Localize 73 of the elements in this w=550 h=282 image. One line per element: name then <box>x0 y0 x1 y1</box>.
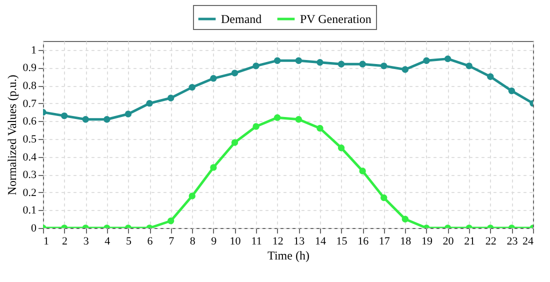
x-tick-label: 15 <box>336 236 348 248</box>
x-tick-label: 3 <box>83 236 90 248</box>
x-tick-label: 7 <box>168 236 175 248</box>
x-tick-label: 19 <box>421 236 433 248</box>
x-tick-label: 13 <box>294 236 306 248</box>
point <box>338 60 345 68</box>
point <box>124 110 132 118</box>
point <box>167 218 174 224</box>
y-tick-label: 0.8 <box>22 80 37 92</box>
x-tick-label: 20 <box>442 236 454 248</box>
point <box>210 75 217 82</box>
y-axis-title: Normalized Values (p.u.) <box>4 74 19 196</box>
point <box>82 116 89 123</box>
point <box>380 62 388 70</box>
point <box>338 144 345 152</box>
x-tick-label: 8 <box>190 236 196 248</box>
x-tick-label: 5 <box>126 236 132 248</box>
point <box>167 94 174 102</box>
point <box>188 192 196 200</box>
point <box>252 62 260 70</box>
point <box>466 62 472 70</box>
x-tick-label: 6 <box>147 236 154 248</box>
x-tick-label: 18 <box>400 236 412 248</box>
x-tick-label: 2 <box>62 236 68 248</box>
point <box>316 59 324 66</box>
x-tick-label: 22 <box>485 236 496 248</box>
y-tick-label: 0.9 <box>22 62 37 74</box>
point <box>104 116 110 123</box>
y-tick-label: 0.2 <box>22 186 36 199</box>
y-tick-label: 1 <box>31 44 36 56</box>
legend-label: Demand <box>221 12 262 26</box>
x-tick-label: 21 <box>464 236 476 248</box>
point <box>380 194 388 202</box>
point <box>274 114 281 121</box>
x-tick-label: 9 <box>211 236 218 248</box>
x-tick-label: 11 <box>251 236 262 248</box>
point <box>402 66 409 73</box>
y-tick-label: 0 <box>31 222 37 234</box>
x-tick-label: 10 <box>230 236 242 248</box>
point <box>252 123 260 130</box>
legend-label: PV Generation <box>300 12 372 26</box>
point <box>316 124 324 132</box>
x-tick-label: 23 <box>506 236 518 248</box>
point <box>188 84 196 91</box>
x-tick-label: 1 <box>44 236 49 248</box>
point <box>274 57 281 64</box>
point <box>231 70 238 76</box>
y-tick-label: 0.3 <box>22 169 37 182</box>
y-tick-label: 0.4 <box>22 151 37 164</box>
x-tick-label: 14 <box>314 236 326 248</box>
point <box>359 60 366 68</box>
x-tick-label: 17 <box>378 236 390 248</box>
point <box>423 57 430 64</box>
point <box>295 116 302 123</box>
point <box>295 57 302 64</box>
y-tick-label: 0.1 <box>22 204 36 217</box>
y-tick-label: 0.5 <box>22 133 37 146</box>
x-axis-title: Time (h) <box>268 248 310 262</box>
point <box>210 164 217 171</box>
x-tick-label: 12 <box>272 236 284 248</box>
x-tick-label: 16 <box>358 236 370 248</box>
x-tick-label: 4 <box>104 236 111 248</box>
point <box>60 112 68 120</box>
y-tick-label: 0.7 <box>22 98 37 110</box>
point <box>359 168 366 174</box>
point <box>444 55 452 62</box>
x-tick-label: 24 <box>522 236 534 248</box>
y-tick-label: 0.6 <box>22 116 37 128</box>
point <box>146 100 153 107</box>
point <box>508 88 516 94</box>
point <box>487 73 494 80</box>
point <box>402 216 409 222</box>
point <box>231 139 238 146</box>
